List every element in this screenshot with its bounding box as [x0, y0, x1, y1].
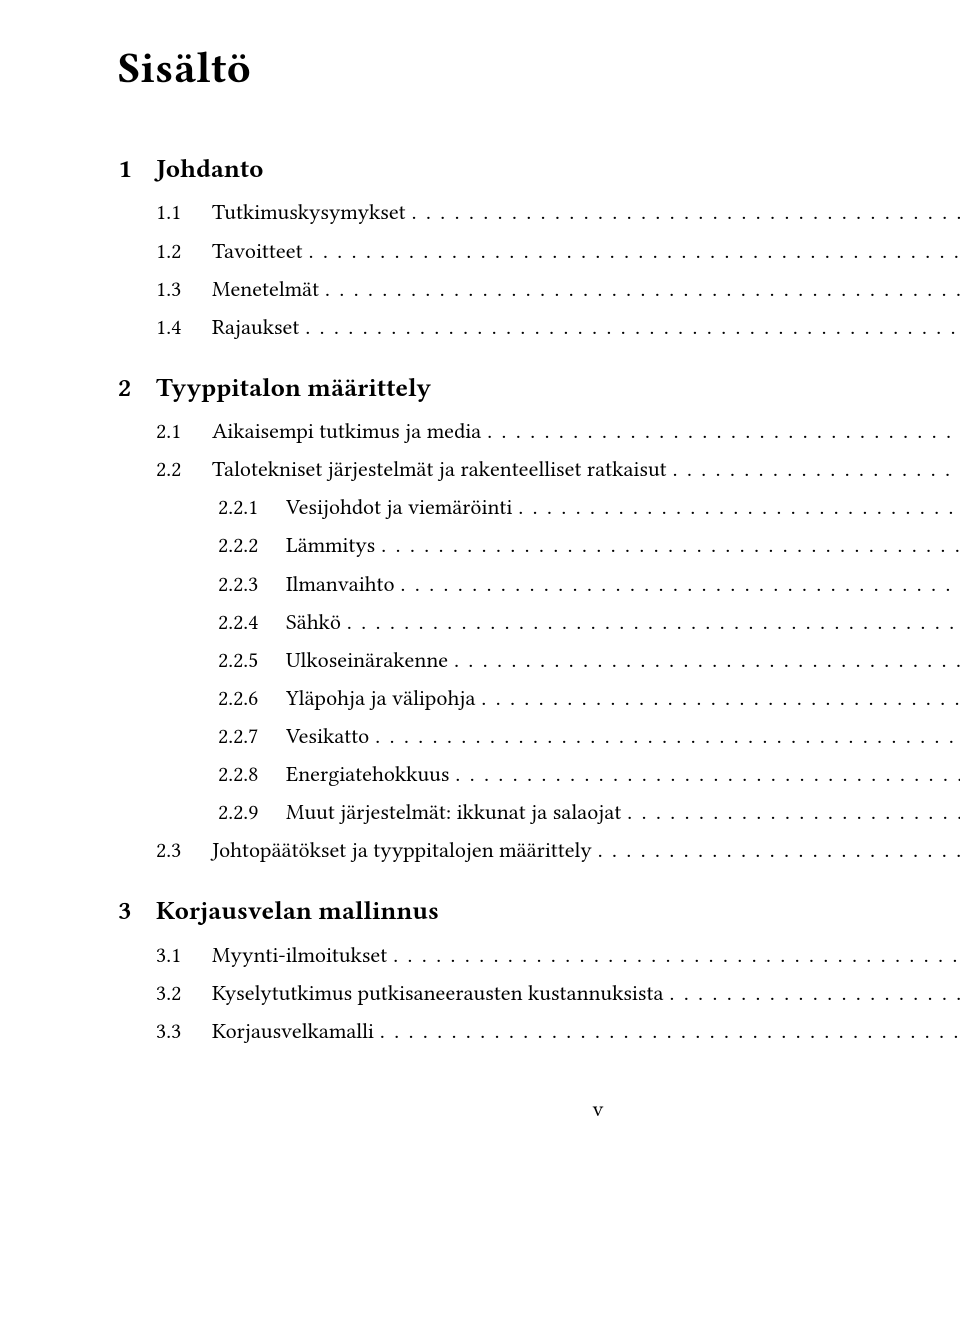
toc-section-label: Vesijohdot ja viemäröinti [286, 491, 518, 525]
toc-section-label: Muut järjestelmät: ikkunat ja salaojat [286, 796, 627, 830]
toc-section-label: Energiatehokkuus [286, 758, 455, 792]
toc-row: 3.1Myynti-ilmoitukset76 [118, 939, 960, 973]
toc-leader-dots [481, 682, 960, 716]
toc-row: 2.3Johtopäätökset ja tyyppitalojen määri… [118, 834, 960, 868]
toc-row: 2.2.4Sähkö38 [118, 606, 960, 640]
toc-leader-dots [518, 491, 960, 525]
toc-leader-dots [673, 453, 960, 487]
toc-section-number: 2.2.6 [118, 682, 286, 716]
toc-section-number: 2.2.2 [118, 529, 286, 563]
toc-chapter-head: 1Johdanto1 [118, 150, 960, 190]
toc-section-block: 1.1Tutkimuskysymykset2 1.2Tavoitteet3 1.3M… [118, 196, 960, 344]
toc-leader-dots [305, 311, 960, 345]
toc-section-label: Tavoitteet [212, 235, 309, 269]
toc-leader-dots [325, 273, 960, 307]
toc-leader-dots [455, 758, 960, 792]
toc-leader-dots [393, 939, 960, 973]
toc-section-label: Kyselytutkimus putkisaneerausten kustann… [212, 977, 670, 1011]
toc-section-label: Menetelmät [212, 273, 325, 307]
toc-section-number: 2.2.3 [118, 568, 286, 602]
toc-section-number: 1.2 [118, 235, 212, 269]
toc-row: 2.1Aikaisempi tutkimus ja media5 [118, 415, 960, 449]
toc-section-number: 2.1 [118, 415, 212, 449]
toc-section-label: Vesikatto [286, 720, 375, 754]
toc-leader-dots [454, 644, 960, 678]
toc-chapter-head: 3Korjausvelan mallinnus75 [118, 892, 960, 932]
toc-section-label: Myynti-ilmoitukset [212, 939, 393, 973]
toc-section-label: Lämmitys [286, 529, 381, 563]
toc-section-label: Talotekniset järjestelmät ja rakenteelli… [212, 453, 673, 487]
toc-row: 1.4Rajaukset3 [118, 311, 960, 345]
page-title: Sisältö [118, 34, 960, 102]
toc-section-label: Yläpohja ja välipohja [286, 682, 481, 716]
toc-section-label: Rajaukset [212, 311, 305, 345]
toc-chapter-title: Korjausvelan mallinnus [156, 892, 960, 932]
toc-section-number: 3.3 [118, 1015, 212, 1049]
toc-section-number: 2.2.7 [118, 720, 286, 754]
toc-leader-dots [670, 977, 960, 1011]
toc-leader-dots [375, 720, 960, 754]
toc-chapter-number: 3 [118, 892, 156, 932]
toc-leader-dots [598, 834, 960, 868]
toc-section-number: 3.1 [118, 939, 212, 973]
toc-row: 3.3Korjausvelkamalli91 [118, 1015, 960, 1049]
toc-section-label: Tutkimuskysymykset [212, 196, 412, 230]
table-of-contents: 1Johdanto11.1Tutkimuskysymykset21.2Tavoi… [118, 150, 960, 1049]
toc-row: 2.2.9Muut järjestelmät: ikkunat ja salao… [118, 796, 960, 830]
toc-row: 2.2.7Vesikatto60 [118, 720, 960, 754]
toc-chapter: 2Tyyppitalon määrittely5 2.1Aikaisempi tu… [118, 369, 960, 868]
toc-section-label: Korjausvelkamalli [212, 1015, 380, 1049]
toc-row: 2.2Talotekniset järjestelmät ja rakentee… [118, 453, 960, 487]
toc-section-label: Ulkoseinärakenne [286, 644, 454, 678]
page-number-roman: v [118, 1093, 960, 1127]
toc-leader-dots [380, 1015, 960, 1049]
toc-leader-dots [347, 606, 960, 640]
toc-row: 2.2.5Ulkoseinärakenne41 [118, 644, 960, 678]
toc-leader-dots [381, 529, 960, 563]
toc-chapter-head: 2Tyyppitalon määrittely5 [118, 369, 960, 409]
toc-section-number: 1.3 [118, 273, 212, 307]
toc-section-number: 1.1 [118, 196, 212, 230]
toc-leader-dots [309, 235, 960, 269]
toc-leader-dots [412, 196, 960, 230]
toc-section-block: 3.1Myynti-ilmoitukset76 3.2Kyselytutkimus… [118, 939, 960, 1049]
toc-section-number: 2.2.4 [118, 606, 286, 640]
toc-chapter-title: Tyyppitalon määrittely [156, 369, 960, 409]
toc-row: 2.2.3Ilmanvaihto30 [118, 568, 960, 602]
toc-row: 2.2.6Yläpohja ja välipohja55 [118, 682, 960, 716]
toc-row: 1.1Tutkimuskysymykset2 [118, 196, 960, 230]
toc-chapter-number: 1 [118, 150, 156, 190]
toc-row: 2.2.8Energiatehokkuus64 [118, 758, 960, 792]
toc-section-label: Sähkö [286, 606, 347, 640]
toc-section-number: 2.2 [118, 453, 212, 487]
toc-row: 3.2Kyselytutkimus putkisaneerausten kust… [118, 977, 960, 1011]
toc-row: 1.2Tavoitteet3 [118, 235, 960, 269]
toc-section-number: 2.2.5 [118, 644, 286, 678]
toc-chapter: 1Johdanto1 1.1Tutkimuskysymykset2 1.2Tavoi… [118, 150, 960, 345]
toc-chapter: 3Korjausvelan mallinnus75 3.1Myynti-ilmoi… [118, 892, 960, 1049]
toc-section-number: 2.2.1 [118, 491, 286, 525]
toc-leader-dots [401, 568, 960, 602]
toc-section-number: 1.4 [118, 311, 212, 345]
toc-section-number: 2.2.8 [118, 758, 286, 792]
toc-row: 2.2.2Lämmitys21 [118, 529, 960, 563]
toc-section-number: 3.2 [118, 977, 212, 1011]
toc-row: 1.3Menetelmät3 [118, 273, 960, 307]
toc-leader-dots [487, 415, 960, 449]
toc-section-block: 2.1Aikaisempi tutkimus ja media5 2.2Talot… [118, 415, 960, 868]
toc-chapter-title: Johdanto [156, 150, 960, 190]
toc-section-label: Johtopäätökset ja tyyppitalojen määritte… [212, 834, 598, 868]
toc-section-number: 2.3 [118, 834, 212, 868]
toc-section-label: Ilmanvaihto [286, 568, 401, 602]
toc-leader-dots [627, 796, 960, 830]
toc-chapter-number: 2 [118, 369, 156, 409]
toc-section-label: Aikaisempi tutkimus ja media [212, 415, 487, 449]
toc-row: 2.2.1Vesijohdot ja viemäröinti13 [118, 491, 960, 525]
toc-section-number: 2.2.9 [118, 796, 286, 830]
